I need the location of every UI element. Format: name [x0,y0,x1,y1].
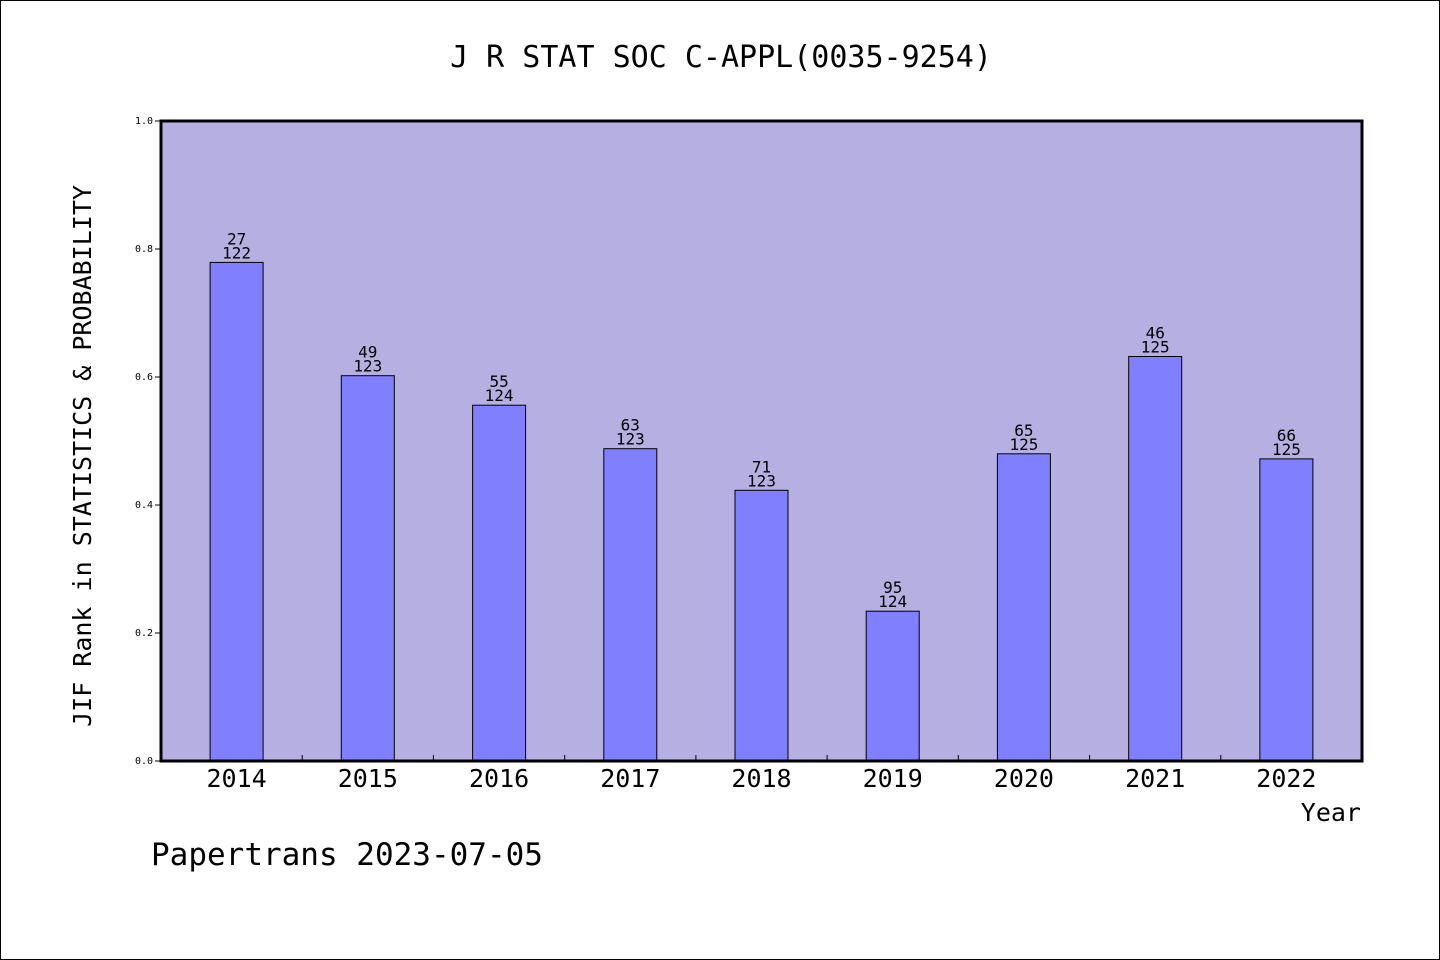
bar-2019 [865,610,920,762]
bar-2015 [340,375,395,762]
bar-2017 [603,448,658,762]
bar-2021 [1128,356,1183,762]
total-label-2021: 125 [1141,338,1170,357]
x-tick-label-2014: 2014 [206,764,266,793]
y-tick-label-0.6: 0.6 [135,372,153,383]
x-tick-label-2017: 2017 [600,764,660,793]
x-tick-label-2019: 2019 [863,764,923,793]
total-label-2017: 123 [616,430,645,449]
total-label-2016: 124 [485,386,514,405]
rank-label-2021: 46 [1146,324,1165,343]
y-tick-label-1.0: 1.0 [135,116,153,127]
footer-credit: Papertrans 2023-07-05 [151,837,543,873]
bar-2014 [209,261,264,762]
x-axis-label: Year [1301,798,1361,827]
x-tick-label-2016: 2016 [469,764,529,793]
rank-label-2016: 55 [489,372,508,391]
total-label-2015: 123 [353,357,382,376]
bar-2018 [734,489,789,762]
rank-label-2015: 49 [358,343,377,362]
x-tick-label-2020: 2020 [994,764,1054,793]
y-axis-label: JIF Rank in STATISTICS & PROBABILITY [68,185,97,727]
rank-label-2018: 71 [752,457,771,476]
rank-label-2017: 63 [621,416,640,435]
x-tick-label-2015: 2015 [338,764,398,793]
rank-label-2019: 95 [883,578,902,597]
rank-label-2022: 66 [1277,426,1296,445]
bar-2020 [996,453,1051,762]
bar-2022 [1259,458,1314,762]
total-label-2018: 123 [747,471,776,490]
x-tick-label-2022: 2022 [1256,764,1316,793]
data-labels-group: 2712249123551246312371123951246512546125… [222,229,1301,611]
total-label-2022: 125 [1272,440,1301,459]
chart-title: J R STAT SOC C-APPL(0035-9254) [450,40,992,75]
x-tick-label-2018: 2018 [731,764,791,793]
rank-label-2020: 65 [1014,421,1033,440]
y-axis-ticks: 0.0 0.2 0.4 0.6 0.8 1.0 [135,116,161,767]
y-tick-label-0.0: 0.0 [135,756,153,767]
bar-2016 [472,404,527,762]
y-tick-label-0.8: 0.8 [135,244,153,255]
y-tick-label-0.2: 0.2 [135,628,153,639]
x-tick-label-2021: 2021 [1125,764,1185,793]
total-label-2014: 122 [222,243,251,262]
rank-label-2014: 27 [227,229,246,248]
bars-group [209,261,1314,762]
total-label-2020: 125 [1009,435,1038,454]
plot-border [159,119,1364,763]
total-label-2019: 124 [878,592,907,611]
y-tick-label-0.4: 0.4 [135,500,153,511]
x-axis-ticks: 2014 2015 2016 2017 2018 2019 2020 2021 2022 [206,755,1317,793]
